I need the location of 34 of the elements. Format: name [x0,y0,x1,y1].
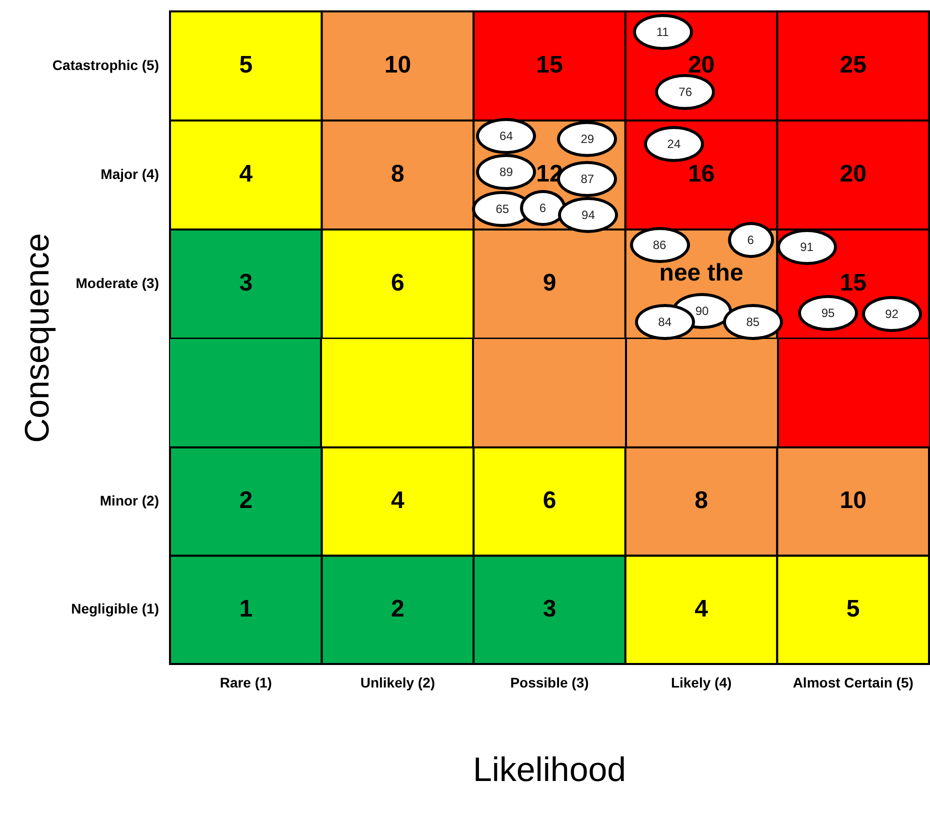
data-label: 16 [688,160,715,188]
x-tick-label: Almost Certain (5) [792,674,914,691]
data-label: 1 [239,596,253,623]
data-label: 3 [239,270,253,297]
data-label: 2 [239,487,253,514]
data-label: 4 [391,487,406,514]
data-label: 6 [542,487,556,514]
data-label: 8 [694,487,708,514]
data-label: 20 [840,160,866,188]
data-label: 25 [840,52,866,79]
data-label: 10 [384,52,412,79]
x-tick-label: Possible (3) [510,674,589,691]
data-label: 15 [840,270,866,297]
x-tick-label: Likely (4) [670,674,732,691]
data-label: 4 [694,596,709,623]
y-tick-label: Minor (2) [100,492,159,509]
x-tick-label: Rare (1) [220,674,272,691]
data-label: 9 [542,270,556,297]
data-label: 3 [542,596,556,623]
data-label: 5 [239,52,253,79]
y-tick-label: Negligible (1) [71,600,159,617]
data-label: 4 [239,160,254,188]
x-tick-label: Unlikely (2) [360,674,436,691]
data-label: 6 [391,270,404,297]
y-tick-label: Major (4) [100,166,159,182]
y-tick-label: Moderate (3) [76,274,159,291]
data-label: 8 [391,160,404,188]
data-label: 2 [391,596,404,623]
x-axis-title: Likelihood [472,751,626,790]
y-axis-title: Consequence [18,232,58,443]
y-tick-label: Catastrophic (5) [52,56,159,73]
data-label: 15 [536,52,563,79]
data-label: 5 [846,596,860,623]
data-label: 10 [840,487,866,514]
